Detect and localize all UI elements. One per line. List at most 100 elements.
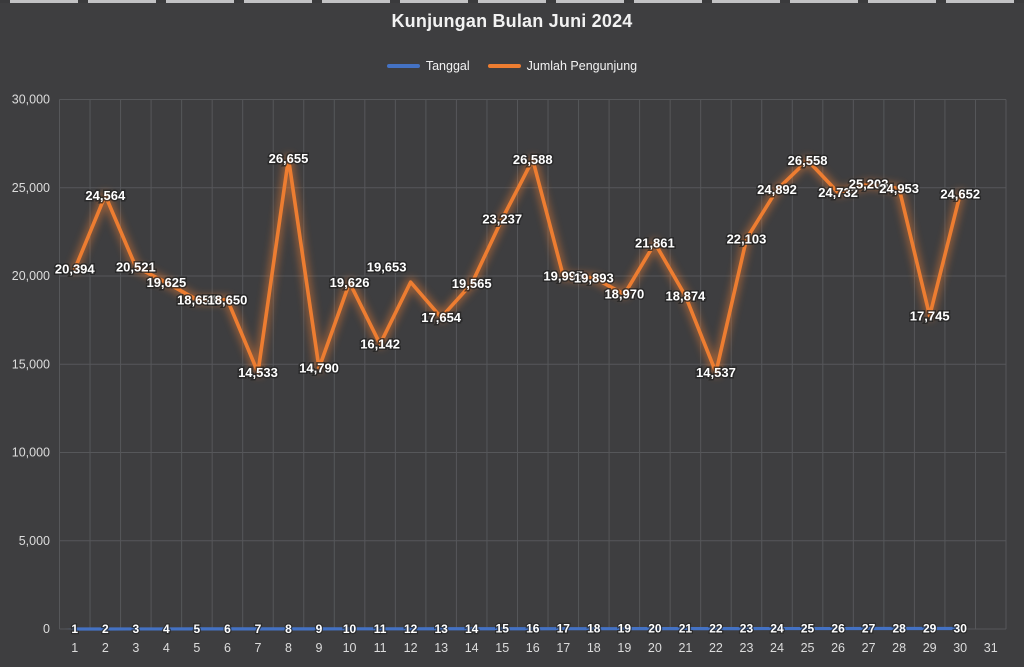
- y-axis-tick-label: 30,000: [12, 93, 50, 107]
- x-axis-tick-label: 20: [648, 641, 662, 655]
- tanggal-point-label: 16: [526, 622, 540, 636]
- data-point-label: 19,565: [452, 276, 492, 291]
- x-axis-tick-label: 9: [316, 641, 323, 655]
- data-point-label: 19,653: [367, 260, 407, 275]
- data-point-label: 17,654: [421, 310, 462, 325]
- spreadsheet-edge: [0, 0, 1024, 3]
- data-point-label: 19,626: [330, 275, 370, 290]
- x-axis-tick-label: 15: [495, 641, 509, 655]
- x-axis-tick-label: 24: [770, 641, 784, 655]
- tanggal-point-label: 6: [224, 622, 231, 636]
- tanggal-point-label: 8: [285, 622, 292, 636]
- x-axis-tick-label: 13: [434, 641, 448, 655]
- data-point-label: 20,394: [55, 262, 96, 277]
- x-axis-tick-label: 16: [526, 641, 540, 655]
- x-axis-tick-label: 11: [374, 641, 387, 655]
- tanggal-point-label: 13: [434, 622, 448, 636]
- x-axis-tick-label: 26: [831, 641, 845, 655]
- tanggal-point-label: 7: [255, 622, 262, 636]
- x-axis-tick-label: 2: [102, 641, 109, 655]
- x-axis-tick-label: 30: [953, 641, 967, 655]
- x-axis-tick-label: 3: [132, 641, 139, 655]
- tanggal-point-label: 27: [862, 622, 876, 636]
- tanggal-point-label: 28: [892, 622, 906, 636]
- tanggal-point-label: 22: [709, 622, 723, 636]
- data-point-label: 26,655: [269, 151, 309, 166]
- tanggal-point-label: 2: [102, 622, 109, 636]
- x-axis-tick-label: 19: [617, 641, 631, 655]
- x-axis-tick-label: 8: [285, 641, 292, 655]
- x-axis-tick-label: 28: [892, 641, 906, 655]
- x-axis-tick-label: 5: [193, 641, 200, 655]
- data-point-label: 19,995: [543, 269, 583, 284]
- data-point-label: 14,537: [696, 365, 736, 380]
- data-point-label: 18,654: [177, 292, 218, 307]
- tanggal-point-label: 9: [316, 622, 323, 636]
- data-point-label: 17,745: [910, 308, 950, 323]
- series-line-jumlah-pengunjung: [72, 156, 963, 375]
- tanggal-point-label: 1: [71, 622, 78, 636]
- data-point-label: 18,874: [666, 288, 707, 303]
- x-axis-tick-label: 31: [984, 641, 998, 655]
- y-axis-tick-label: 25,000: [12, 181, 50, 195]
- x-axis-tick-label: 29: [923, 641, 937, 655]
- x-axis-tick-label: 25: [801, 641, 815, 655]
- legend-label: Jumlah Pengunjung: [526, 59, 638, 73]
- data-point-label: 18,650: [208, 292, 248, 307]
- chart-title: Kunjungan Bulan Juni 2024: [391, 11, 633, 31]
- data-point-label: 24,564: [85, 188, 126, 203]
- tanggal-point-label: 21: [679, 622, 693, 636]
- data-point-label: 16,142: [360, 337, 400, 352]
- tanggal-point-label: 24: [770, 622, 784, 636]
- data-point-label: 24,953: [879, 181, 919, 196]
- data-point-label: 14,790: [299, 360, 339, 375]
- x-axis-tick-label: 10: [343, 641, 357, 655]
- tanggal-point-label: 30: [954, 621, 968, 635]
- legend-item-0: Tanggal: [386, 59, 470, 73]
- tanggal-point-label: 18: [587, 622, 601, 636]
- x-axis-tick-label: 27: [862, 641, 876, 655]
- data-point-label: 20,521: [116, 259, 156, 274]
- data-point-label: 23,237: [482, 211, 522, 226]
- tanggal-point-label: 25: [801, 622, 815, 636]
- x-axis-tick-label: 21: [678, 641, 692, 655]
- x-axis-tick-label: 12: [404, 641, 418, 655]
- legend-swatch-icon: [487, 64, 521, 68]
- data-point-label: 26,558: [788, 153, 828, 168]
- data-point-label: 21,861: [635, 236, 675, 251]
- x-axis-tick-label: 17: [556, 641, 570, 655]
- series-line-tanggal: [73, 626, 962, 631]
- x-axis-tick-label: 1: [71, 641, 78, 655]
- data-point-label: 19,625: [146, 275, 186, 290]
- y-axis-tick-label: 15,000: [12, 357, 50, 371]
- data-point-label: 26,588: [513, 152, 553, 167]
- data-point-label: 14,533: [238, 365, 278, 380]
- tanggal-point-label: 10: [343, 622, 357, 636]
- tanggal-point-label: 12: [404, 622, 418, 636]
- tanggal-point-label: 4: [163, 622, 170, 636]
- data-point-label: 24,892: [757, 182, 797, 197]
- x-axis-tick-label: 7: [254, 641, 261, 655]
- y-axis-tick-label: 0: [43, 622, 50, 636]
- data-point-label: 18,970: [604, 287, 644, 302]
- legend: Tanggal Jumlah Pengunjung: [0, 59, 1024, 73]
- y-axis-tick-label: 5,000: [19, 534, 50, 548]
- y-axis-tick-label: 10,000: [12, 446, 50, 460]
- x-axis-tick-label: 14: [465, 641, 479, 655]
- tanggal-point-label: 23: [740, 622, 754, 636]
- legend-swatch-icon: [386, 64, 420, 68]
- tanggal-point-label: 15: [496, 622, 510, 636]
- data-point-label: 19,893: [574, 270, 614, 285]
- x-axis-tick-label: 23: [740, 641, 754, 655]
- data-point-label: 24,652: [940, 186, 980, 201]
- x-axis-tick-label: 4: [163, 641, 170, 655]
- data-point-label: 25,203: [849, 177, 889, 192]
- data-point-label: 22,103: [727, 231, 767, 246]
- tanggal-point-label: 26: [831, 622, 845, 636]
- tanggal-point-label: 5: [194, 622, 201, 636]
- tanggal-point-label: 29: [923, 621, 937, 635]
- x-axis-tick-label: 18: [587, 641, 601, 655]
- tanggal-point-label: 3: [132, 622, 139, 636]
